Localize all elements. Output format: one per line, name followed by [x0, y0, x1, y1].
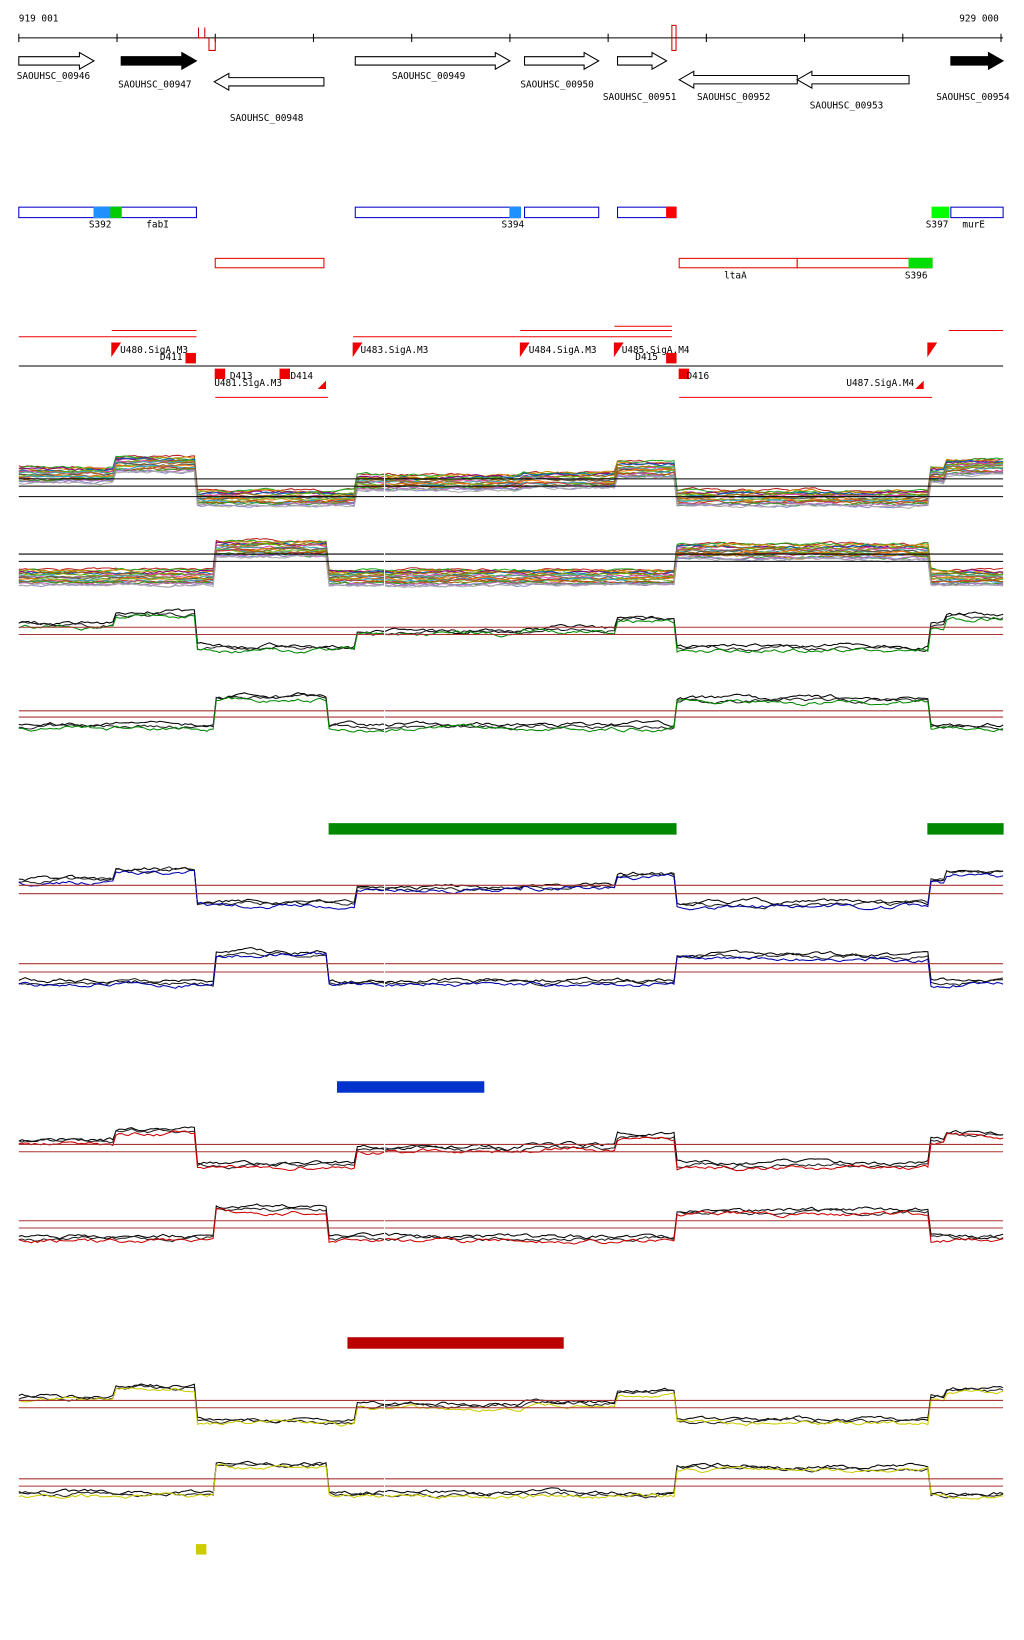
expression-trace — [18, 470, 1004, 509]
expression-trace — [18, 468, 1004, 508]
expression-trace — [18, 946, 1004, 985]
feature-label: S396 — [905, 271, 928, 282]
terminator — [185, 352, 196, 364]
promoter-label: D414 — [290, 371, 313, 382]
marker — [198, 27, 216, 51]
expression-trace — [18, 1203, 1004, 1240]
expression-trace — [18, 692, 1004, 729]
promoter-label: U484.SigA.M3 — [529, 345, 597, 356]
expression-trace — [18, 951, 1004, 987]
promoter-flag — [352, 342, 363, 358]
cluster-bar — [927, 823, 1004, 835]
feature-box — [93, 206, 112, 219]
gene-arrow — [524, 51, 600, 71]
expression-trace — [18, 1383, 1004, 1424]
marker — [671, 24, 677, 51]
promoter-flag — [915, 380, 924, 389]
expression-trace — [18, 1460, 1004, 1497]
expression-trace — [18, 693, 1004, 731]
expression-trace — [18, 608, 1004, 651]
expression-trace — [18, 1130, 1004, 1172]
promoter-flag — [927, 342, 938, 358]
promoter-flag — [613, 342, 624, 358]
expression-trace — [18, 1463, 1004, 1500]
feature-label: murE — [962, 219, 985, 230]
expression-trace — [18, 542, 1004, 578]
promoter-label: D415 — [635, 352, 658, 363]
cluster-bar — [195, 1544, 207, 1555]
promoter-label: D413 — [230, 371, 253, 382]
expression-trace — [18, 459, 1004, 499]
feature-box — [678, 257, 798, 269]
cluster-bar — [336, 1081, 485, 1093]
cluster-bar — [328, 823, 677, 835]
gene-arrow — [796, 70, 910, 89]
gene-label: SAOUHSC_00952 — [697, 92, 771, 103]
promoter-flag — [317, 380, 327, 389]
promoter-label: U483.SigA.M3 — [360, 345, 428, 356]
promoter-flag — [519, 342, 530, 358]
feature-box — [214, 257, 325, 269]
promoter-label: U487.SigA.M4 — [846, 378, 914, 389]
coord-start: 919 001 — [19, 14, 59, 25]
promoter-label: D411 — [160, 352, 183, 363]
expression-trace — [18, 613, 1004, 654]
feature-label: fabI — [146, 219, 169, 230]
gene-label: SAOUHSC_00950 — [520, 79, 594, 90]
terminator — [214, 368, 226, 380]
gene-label: SAOUHSC_00946 — [17, 71, 91, 82]
gene-label: SAOUHSC_00953 — [810, 100, 884, 111]
feature-box — [908, 257, 933, 269]
feature-box — [931, 206, 950, 219]
expression-trace — [18, 1126, 1004, 1167]
gene-arrow — [120, 51, 198, 71]
gene-label: SAOUHSC_00948 — [230, 113, 304, 124]
expression-trace — [18, 866, 1004, 910]
feature-box — [354, 206, 521, 219]
terminator — [678, 368, 690, 380]
feature-label: ltaA — [724, 271, 747, 282]
expression-trace — [18, 867, 1004, 907]
gene-arrow — [18, 51, 96, 71]
expression-trace — [18, 1207, 1004, 1245]
promoter-label: U481.SigA.M3 — [214, 378, 282, 389]
feature-box — [524, 206, 600, 219]
expression-trace — [18, 548, 1004, 583]
expression-trace — [18, 1207, 1004, 1243]
promoter-label: U480.SigA.M3 — [120, 345, 188, 356]
gene-arrow — [950, 51, 1005, 71]
feature-box — [950, 206, 1004, 219]
expression-trace — [18, 554, 1004, 588]
gene-arrow — [354, 51, 511, 71]
coord-end: 929 000 — [959, 14, 999, 25]
expression-trace — [18, 464, 1004, 503]
gene-label: SAOUHSC_00951 — [603, 92, 677, 103]
gene-label: SAOUHSC_00954 — [936, 92, 1010, 103]
promoter-flag — [111, 342, 122, 358]
cluster-bar — [347, 1337, 564, 1349]
expression-trace — [18, 612, 1004, 653]
gene-label: SAOUHSC_00949 — [392, 71, 466, 82]
promoter-label: U485.SigA.M4 — [622, 345, 690, 356]
terminator — [666, 352, 677, 364]
gene-arrow — [678, 70, 798, 89]
feature-box — [509, 206, 521, 219]
promoter-label: D416 — [686, 371, 709, 382]
expression-trace — [18, 539, 1004, 575]
expression-trace — [18, 951, 1004, 989]
expression-trace — [18, 1387, 1004, 1427]
feature-box — [110, 206, 122, 219]
feature-label: S392 — [89, 219, 112, 230]
gene-label: SAOUHSC_00947 — [118, 79, 192, 90]
expression-trace — [18, 696, 1004, 733]
expression-trace — [18, 869, 1004, 911]
gene-arrow — [213, 72, 325, 92]
feature-label: S394 — [502, 219, 525, 230]
terminator — [279, 368, 290, 380]
feature-box — [666, 206, 677, 219]
feature-label: S397 — [926, 219, 949, 230]
gene-arrow — [617, 51, 668, 71]
